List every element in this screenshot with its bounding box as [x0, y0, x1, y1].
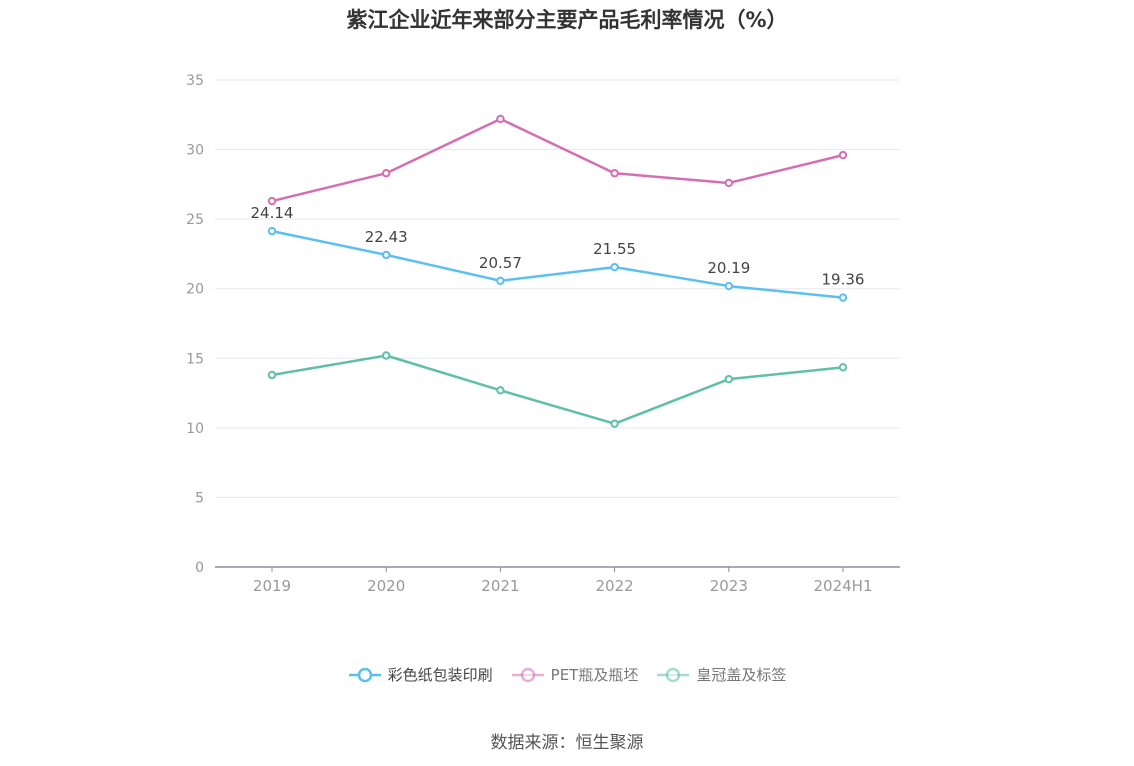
data-point: [382, 250, 391, 260]
chart-title: 紫江企业近年来部分主要产品毛利率情况（%）: [346, 8, 788, 32]
data-point: [724, 178, 733, 188]
legend: 彩色纸包装印刷 PET瓶及瓶坯 皇冠盖及标签: [0, 664, 1134, 685]
data-point: [610, 419, 619, 428]
data-label: 21.55: [593, 240, 636, 258]
series-line-2: [271, 354, 844, 425]
data-point: [838, 293, 848, 302]
x-tick-label: 2022: [596, 577, 634, 595]
data-point: [610, 169, 619, 178]
legend-label: PET瓶及瓶坯: [550, 666, 639, 684]
data-point: [382, 169, 391, 178]
source-note: 数据来源：恒生聚源: [490, 733, 644, 753]
series-line-1: [271, 117, 844, 203]
y-tick-label: 35: [186, 73, 204, 89]
data-label: 19.36: [822, 271, 865, 289]
legend-item[interactable]: 皇冠盖及标签: [656, 664, 786, 685]
y-tick-label: 30: [186, 143, 204, 159]
x-tick-label: 2023: [710, 577, 748, 595]
data-label: 22.43: [365, 228, 408, 246]
series-lines: [267, 114, 848, 428]
data-label: 24.14: [251, 204, 294, 222]
legend-swatch-icon: [657, 667, 690, 682]
y-tick-label: 15: [186, 351, 204, 367]
y-tick-label: 10: [186, 421, 204, 437]
data-point: [724, 374, 733, 384]
legend-swatch-icon: [511, 667, 544, 682]
gridlines: [215, 79, 900, 498]
data-label: 20.57: [479, 254, 522, 272]
x-tick-label: 2019: [253, 577, 291, 595]
y-tick-label: 5: [195, 490, 204, 506]
data-labels: 24.14 22.43 20.57 21.55 20.19 19.36: [251, 204, 865, 289]
data-point: [496, 114, 505, 124]
axes: 0 5 10 15 20 25 30 35 2019 2020 2021 2022 2023 2024H1: [186, 73, 900, 595]
data-point: [267, 370, 277, 380]
data-point: [267, 226, 277, 236]
data-label: 20.19: [707, 259, 750, 277]
legend-item[interactable]: 彩色纸包装印刷: [348, 664, 493, 685]
series-line-0: [271, 229, 844, 299]
y-tick-label: 20: [186, 282, 204, 298]
data-point: [838, 150, 848, 160]
data-point: [382, 351, 391, 360]
legend-swatch-icon: [348, 667, 381, 682]
data-point: [610, 262, 619, 272]
legend-item[interactable]: PET瓶及瓶坯: [511, 664, 639, 685]
data-point: [496, 276, 505, 285]
legend-label: 皇冠盖及标签: [696, 666, 787, 684]
data-point: [267, 196, 277, 206]
x-tick-label: 2024H1: [814, 577, 873, 595]
x-tick-label: 2020: [367, 577, 405, 595]
data-point: [838, 363, 848, 372]
data-point: [724, 281, 733, 291]
legend-label: 彩色纸包装印刷: [387, 666, 493, 684]
y-tick-label: 25: [186, 212, 204, 228]
x-tick-label: 2021: [481, 577, 519, 595]
y-tick-label: 0: [195, 560, 204, 576]
data-point: [496, 386, 505, 395]
